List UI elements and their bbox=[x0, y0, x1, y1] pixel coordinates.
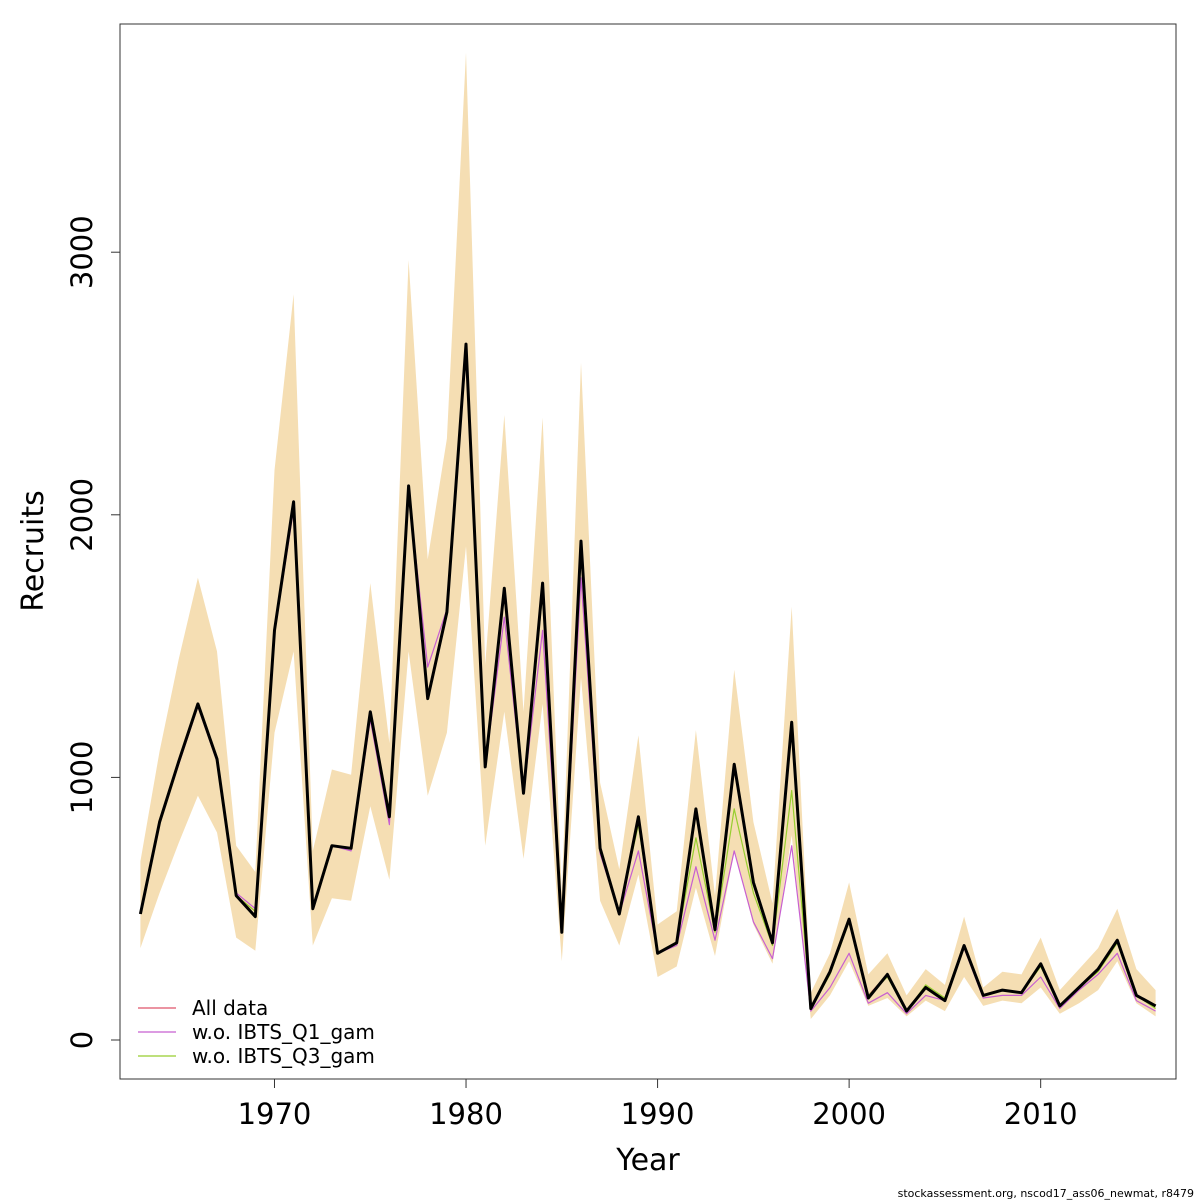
series-lines-layer bbox=[138, 342, 1157, 1015]
y-tick-label: 0 bbox=[65, 1031, 99, 1049]
legend-label: All data bbox=[192, 996, 268, 1020]
y-tick-label: 2000 bbox=[65, 478, 99, 552]
x-tick-label: 1970 bbox=[238, 1097, 312, 1131]
footer-caption: stockassessment.org, nscod17_ass06_newma… bbox=[898, 1187, 1194, 1200]
x-tick-label: 2000 bbox=[812, 1097, 886, 1131]
y-tick-label: 1000 bbox=[65, 740, 99, 814]
y-axis: 0 1000 2000 3000 bbox=[65, 215, 121, 1049]
x-tick-label: 1990 bbox=[621, 1097, 695, 1131]
y-axis-title: Recruits bbox=[16, 490, 51, 612]
x-tick-label: 1980 bbox=[429, 1097, 503, 1131]
series-line-best-estimate bbox=[138, 342, 1157, 1013]
confidence-band bbox=[140, 52, 1156, 1020]
x-axis-title: Year bbox=[615, 1143, 680, 1178]
x-axis: 1970 1980 1990 2000 2010 bbox=[238, 1078, 1078, 1131]
y-tick-label: 3000 bbox=[65, 215, 99, 289]
legend-label: w.o. IBTS_Q1_gam bbox=[192, 1020, 375, 1044]
x-tick-label: 2010 bbox=[1004, 1097, 1078, 1131]
confidence-band-layer bbox=[140, 52, 1156, 1020]
legend-label: w.o. IBTS_Q3_gam bbox=[192, 1044, 375, 1068]
